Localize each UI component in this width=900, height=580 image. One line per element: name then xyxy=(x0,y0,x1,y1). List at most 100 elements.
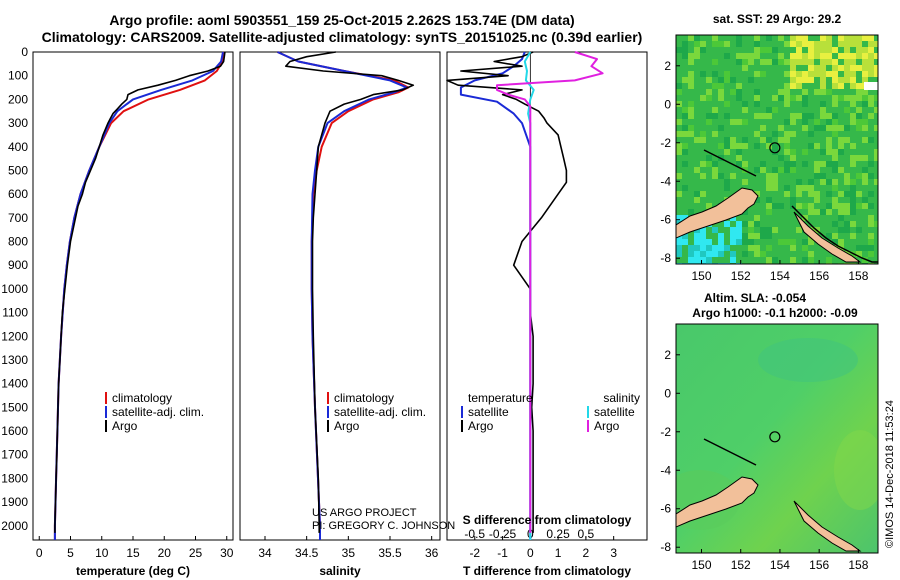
sst-cell xyxy=(760,137,766,143)
sst-cell xyxy=(694,191,700,197)
sst-cell xyxy=(808,251,814,257)
sst-cell xyxy=(862,173,868,179)
sst-cell xyxy=(676,89,682,95)
sst-cell xyxy=(808,131,814,137)
sst-cell xyxy=(766,113,772,119)
sst-cell xyxy=(862,119,868,125)
sst-cell xyxy=(700,239,706,245)
sst-cell xyxy=(688,83,694,89)
sst-cell xyxy=(700,47,706,53)
sst-cell xyxy=(772,107,778,113)
sst-cell xyxy=(712,35,718,41)
depth-tick-label: 1900 xyxy=(1,495,28,509)
sst-cell xyxy=(850,95,856,101)
sst-cell xyxy=(868,65,874,71)
sst-cell xyxy=(736,89,742,95)
sst-cell xyxy=(724,137,730,143)
sst-cell xyxy=(688,257,694,263)
sst-cell xyxy=(676,173,682,179)
x-tick-label: 10 xyxy=(95,546,109,560)
sst-cell xyxy=(850,185,856,191)
depth-tick-label: 1200 xyxy=(1,329,28,343)
map-y-tick-label: -4 xyxy=(660,174,671,188)
depth-tick-label: 900 xyxy=(8,258,28,272)
sst-cell xyxy=(844,179,850,185)
sst-cell xyxy=(748,59,754,65)
sst-cell xyxy=(682,215,688,221)
sst-cell xyxy=(790,245,796,251)
sst-cell xyxy=(718,251,724,257)
sst-cell xyxy=(754,113,760,119)
sst-cell xyxy=(814,119,820,125)
sst-cell xyxy=(736,119,742,125)
sst-cell xyxy=(802,185,808,191)
sst-cell xyxy=(754,35,760,41)
sst-cell xyxy=(796,35,802,41)
sst-cell xyxy=(808,203,814,209)
sst-cell xyxy=(844,65,850,71)
sla-map xyxy=(676,324,878,553)
sst-cell xyxy=(676,47,682,53)
sst-cell xyxy=(742,179,748,185)
sst-cell xyxy=(826,47,832,53)
map-x-tick-label: 154 xyxy=(770,558,790,572)
sst-cell xyxy=(790,167,796,173)
sst-cell xyxy=(772,149,778,155)
sst-cell xyxy=(844,137,850,143)
sst-cell xyxy=(832,131,838,137)
sst-cell xyxy=(856,251,862,257)
sst-cell xyxy=(826,59,832,65)
sst-cell xyxy=(754,191,760,197)
map-y-tick-label: 0 xyxy=(664,386,671,400)
x-tick-label: 35.5 xyxy=(378,546,402,560)
sst-cell xyxy=(862,155,868,161)
sst-cell xyxy=(682,47,688,53)
sst-cell xyxy=(790,71,796,77)
sst-cell xyxy=(832,239,838,245)
new-britain-land xyxy=(676,476,759,528)
salinity-legend: climatology satellite-adj. clim. Argo xyxy=(327,391,426,433)
sst-cell xyxy=(856,65,862,71)
sst-cell xyxy=(778,125,784,131)
sst-cell xyxy=(682,113,688,119)
sst-cell xyxy=(838,83,844,89)
sst-cell xyxy=(688,107,694,113)
sst-cell xyxy=(706,119,712,125)
sst-cell xyxy=(802,35,808,41)
sst-cell xyxy=(844,173,850,179)
temperature-legend: climatology satellite-adj. clim. Argo xyxy=(105,391,204,433)
sst-cell xyxy=(808,143,814,149)
sst-cell xyxy=(772,185,778,191)
sst-cell xyxy=(706,113,712,119)
x-tick-label: 2 xyxy=(583,546,590,560)
x-tick-label: 0 xyxy=(527,546,534,560)
sst-cell xyxy=(772,173,778,179)
sst-cell xyxy=(856,95,862,101)
sst-cell xyxy=(808,179,814,185)
sst-cell xyxy=(676,83,682,89)
sst-cell xyxy=(820,209,826,215)
sst-cell xyxy=(832,185,838,191)
sst-cell xyxy=(724,77,730,83)
salinity-xlabel: salinity xyxy=(319,564,361,578)
sst-cell xyxy=(712,131,718,137)
sst-cell xyxy=(844,59,850,65)
sst-cell xyxy=(688,209,694,215)
depth-tick-label: 1300 xyxy=(1,353,28,367)
sst-cell xyxy=(790,53,796,59)
sst-cell xyxy=(766,227,772,233)
sst-cell xyxy=(784,161,790,167)
sst-cell xyxy=(802,119,808,125)
sst-cell xyxy=(766,107,772,113)
sst-cell xyxy=(850,179,856,185)
sst-cell xyxy=(778,239,784,245)
sst-cell xyxy=(754,47,760,53)
sst-cell xyxy=(868,245,874,251)
sst-cell xyxy=(688,59,694,65)
sst-cell xyxy=(694,197,700,203)
sst-cell xyxy=(808,71,814,77)
sst-cell xyxy=(850,53,856,59)
sst-cell xyxy=(718,83,724,89)
salinity-plot-frame xyxy=(239,51,441,541)
sst-cell xyxy=(772,257,778,263)
